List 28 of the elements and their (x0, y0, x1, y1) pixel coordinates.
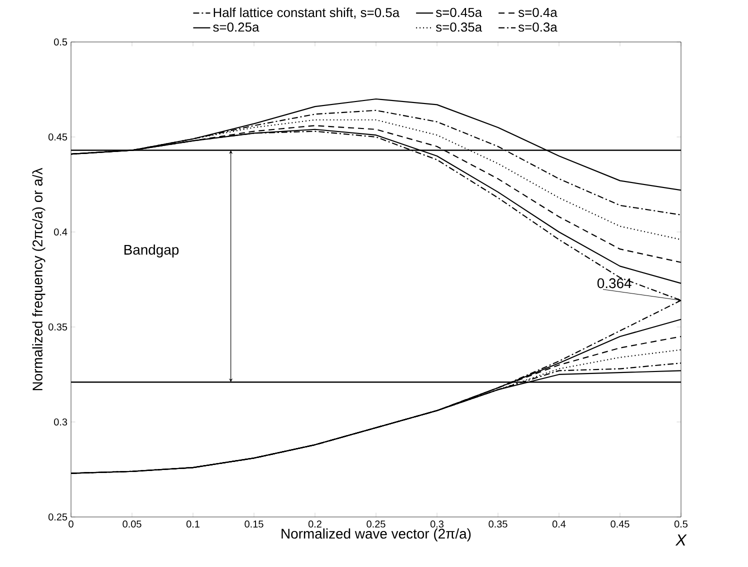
x-tick-label: 0.3 (430, 520, 444, 528)
x-tick-label: 0 (68, 520, 74, 528)
x-tick-label: 0.1 (186, 520, 200, 528)
y-tick-label: 0.3 (54, 418, 68, 426)
y-tick-label: 0.45 (48, 133, 68, 141)
annotation: Bandgap (124, 244, 179, 258)
legend-label: s=0.45a (436, 8, 482, 17)
x-axis-title: Normalized wave vector (2π/a) (282, 528, 471, 542)
annotation: 0.364 (597, 278, 632, 288)
legend-label: Half lattice constant shift, s=0.5a (214, 8, 400, 19)
x-tick-label: 0.25 (366, 520, 386, 528)
x-tick-label: 0.05 (122, 520, 142, 528)
y-tick-label: 0.25 (48, 513, 68, 521)
x-tick-label: 0.15 (244, 520, 264, 528)
y-tick-label: 0.35 (48, 323, 68, 331)
x-tick-label: 0.2 (308, 520, 322, 528)
x-tick-label: 0.45 (610, 520, 630, 528)
y-axis-title: Normalized frequency (2πc/a) or a/λ (32, 168, 46, 390)
x-tick-label: 0.5 (674, 520, 688, 528)
legend-label: s=0.35a (436, 22, 482, 32)
text: X (675, 534, 687, 546)
x-tick-label: 0.35 (488, 520, 508, 528)
y-tick-label: 0.4 (54, 228, 68, 236)
y-tick-label: 0.5 (54, 38, 68, 46)
legend-label: s=0.4a (518, 8, 558, 17)
x-tick-label: 0.4 (552, 520, 566, 528)
legend-label: s=0.25a (213, 22, 260, 32)
legend-label: s=0.3a (518, 22, 558, 32)
